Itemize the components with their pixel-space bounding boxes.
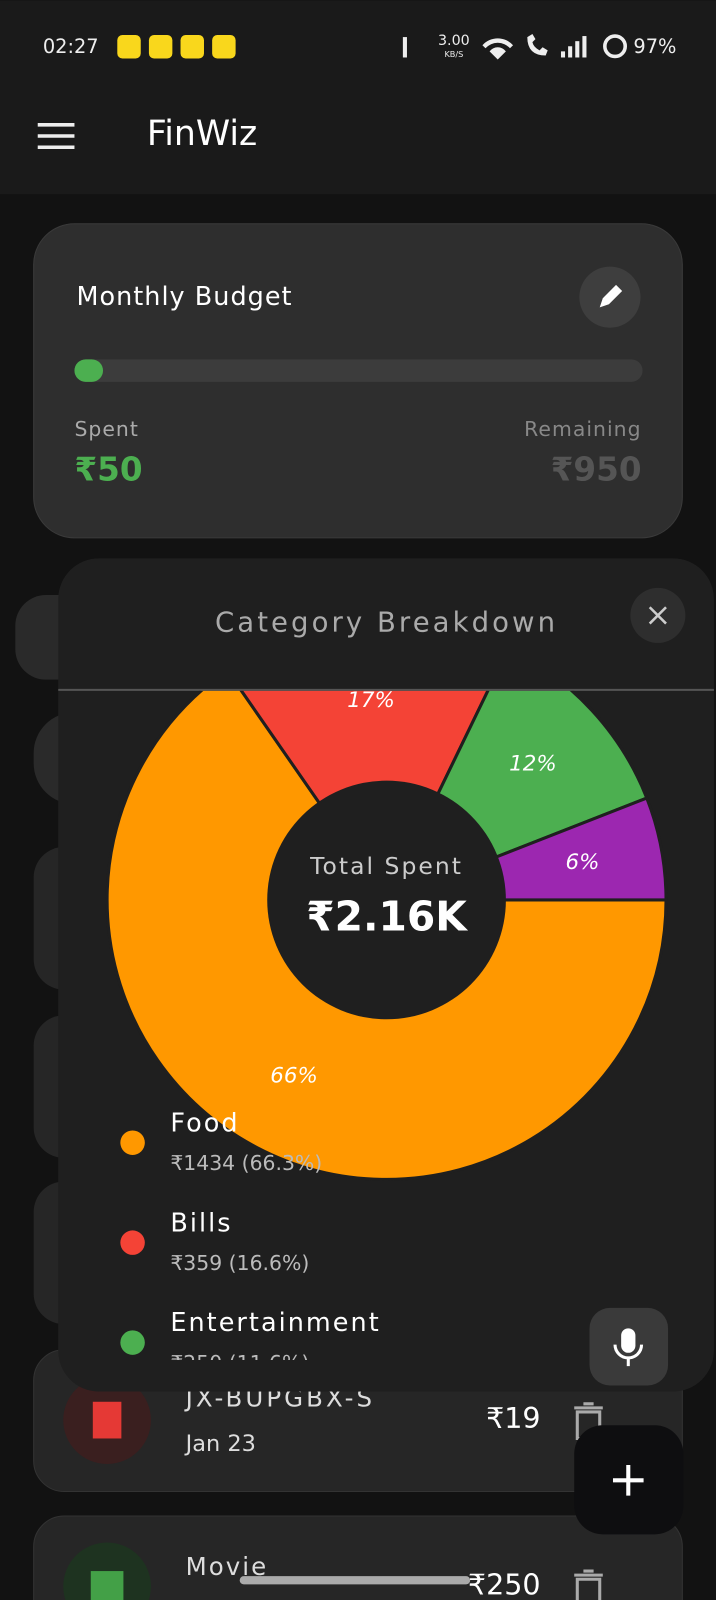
total-label: Total Spent xyxy=(309,852,463,880)
slice-label: 6% xyxy=(566,850,600,875)
app-title: FinWiz xyxy=(147,114,257,154)
budget-title: Monthly Budget xyxy=(76,282,292,312)
legend-detail: ₹359 (16.6%) xyxy=(170,1251,309,1275)
donut-hole xyxy=(267,780,506,1020)
pie-slice xyxy=(225,690,511,903)
notification-icons xyxy=(117,35,236,59)
total-value: ₹2.16K xyxy=(306,892,468,940)
home-indicator xyxy=(239,1576,471,1585)
legend-detail: ₹250 (11.6%) xyxy=(170,1351,309,1375)
net-speed: 3.00 xyxy=(438,33,470,49)
signal-icons xyxy=(402,34,587,60)
app-bar xyxy=(0,0,716,195)
status-time: 02:27 xyxy=(43,35,99,58)
modal-title: Category Breakdown xyxy=(215,607,558,639)
legend-dot xyxy=(120,1230,145,1255)
donut-chart: 66% 17% 12% 6% Total Spent ₹2.16K Food ₹1434 (6… xyxy=(105,688,668,1375)
budget-progress-fill xyxy=(74,359,104,382)
transaction-date: Jan 23 xyxy=(184,1431,256,1457)
net-unit: KB/S xyxy=(444,49,463,59)
edit-budget-button[interactable] xyxy=(579,266,641,328)
spent-amount: ₹50 xyxy=(74,451,142,489)
budget-progress-track xyxy=(74,359,643,382)
close-button[interactable] xyxy=(630,587,686,643)
battery-level: 97% xyxy=(633,35,676,58)
remaining-label: Remaining xyxy=(524,417,641,441)
transaction-amount: ₹250 xyxy=(468,1567,541,1600)
legend-dot xyxy=(120,1330,145,1355)
battery-icon xyxy=(603,34,628,59)
legend-name: Bills xyxy=(170,1208,232,1238)
breakdown-modal: Category Breakdown 66% 17% 12% 6% Total Spen… xyxy=(58,558,714,1392)
legend-name: Food xyxy=(170,1108,239,1138)
legend-name: Entertainment xyxy=(170,1308,380,1338)
transaction-item[interactable]: Movie ₹250 xyxy=(33,1515,683,1600)
slice-label: 17% xyxy=(347,688,395,713)
spent-label: Spent xyxy=(74,417,138,441)
menu-button[interactable] xyxy=(37,123,75,150)
legend-detail: ₹1434 (66.3%) xyxy=(170,1151,322,1175)
transaction-amount: ₹19 xyxy=(486,1401,541,1435)
voice-button[interactable] xyxy=(589,1307,669,1386)
remaining-amount: ₹950 xyxy=(551,451,642,489)
legend-dot xyxy=(120,1130,145,1155)
add-button[interactable] xyxy=(574,1425,684,1535)
slice-label: 66% xyxy=(270,1064,318,1089)
slice-label: 12% xyxy=(509,752,557,777)
